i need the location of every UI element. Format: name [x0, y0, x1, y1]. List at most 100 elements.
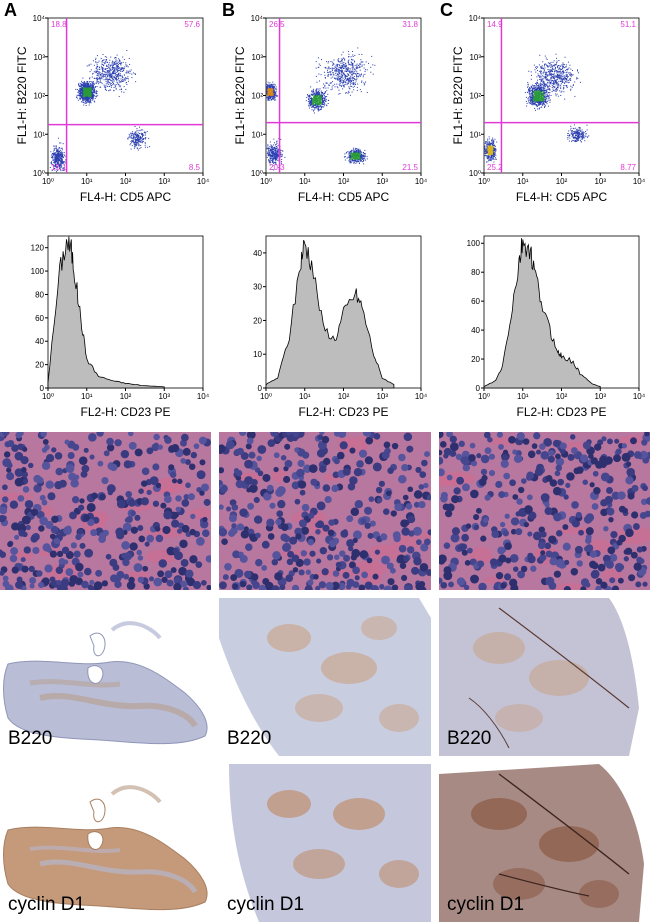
scatter-point [268, 88, 270, 90]
scatter-point [532, 85, 534, 87]
scatter-point [284, 156, 286, 158]
scatter-point [345, 76, 347, 78]
scatter-point [352, 65, 354, 67]
scatter-point [76, 97, 78, 99]
scatter-point [314, 108, 316, 110]
scatter-point [529, 91, 531, 93]
scatter-point [83, 82, 85, 84]
scatter-point [536, 93, 538, 95]
scatter-point [549, 88, 551, 90]
scatter-point [351, 158, 353, 160]
scatter-point [127, 66, 129, 68]
scatter-point [537, 96, 539, 98]
scatter-point [54, 169, 56, 171]
scatter-point [349, 71, 351, 73]
scatter-point [529, 93, 531, 95]
scatter-point [85, 82, 87, 84]
scatter-point [86, 93, 88, 95]
scatter-point [266, 88, 268, 90]
scatter-point [59, 158, 61, 160]
scatter-point [321, 106, 323, 108]
scatter-point [82, 94, 84, 96]
scatter-point [319, 103, 321, 105]
scatter-point [346, 152, 348, 154]
scatter-point [546, 90, 548, 92]
scatter-point [87, 100, 89, 102]
scatter-point [101, 76, 103, 78]
scatter-point [532, 88, 534, 90]
scatter-point [534, 109, 536, 111]
scatter-point [83, 93, 85, 95]
scatter-point [114, 62, 116, 64]
scatter-point [324, 100, 326, 102]
scatter-point [51, 156, 53, 158]
y-tick-label: 10² [251, 92, 263, 101]
scatter-point [93, 89, 95, 91]
scatter-point [353, 89, 355, 91]
scatter-point [80, 88, 82, 90]
scatter-point [535, 100, 537, 102]
scatter-point [96, 79, 98, 81]
scatter-point [540, 106, 542, 108]
scatter-point [60, 164, 62, 166]
scatter-point [322, 97, 324, 99]
scatter-point [351, 64, 353, 66]
scatter-point [338, 75, 340, 77]
scatter-point [273, 96, 275, 98]
scatter-point [272, 90, 274, 92]
scatter-point [535, 91, 537, 93]
scatter-point [88, 101, 90, 103]
scatter-point [543, 103, 545, 105]
scatter-point [117, 69, 119, 71]
scatter-point [357, 151, 359, 153]
scatter-point [91, 84, 93, 86]
scatter-point [62, 155, 64, 157]
scatter-point [118, 72, 120, 74]
scatter-point [92, 91, 94, 93]
scatter-point [102, 59, 104, 61]
scatter-point [540, 100, 542, 102]
scatter-point [536, 104, 538, 106]
scatter-point [105, 85, 107, 87]
scatter-point [59, 160, 61, 162]
scatter-point [326, 60, 328, 62]
scatter-point [484, 151, 486, 153]
scatter-point [320, 95, 322, 97]
scatter-point [82, 88, 84, 90]
scatter-point [549, 92, 551, 94]
scatter-point [53, 154, 55, 156]
scatter-point [86, 100, 88, 102]
scatter-point [538, 83, 540, 85]
scatter-point [325, 67, 327, 69]
scatter-point [316, 95, 318, 97]
scatter-point [119, 89, 121, 91]
scatter-point [324, 77, 326, 79]
scatter-point [137, 140, 139, 142]
scatter-point [543, 100, 545, 102]
scatter-point [326, 96, 328, 98]
scatter-point [535, 94, 537, 96]
scatter-point [275, 156, 277, 158]
scatter-point [105, 65, 107, 67]
scatter-point [363, 154, 365, 156]
scatter-point [341, 58, 343, 60]
scatter-point [350, 75, 352, 77]
scatter-point [58, 150, 60, 152]
scatter-point [495, 157, 497, 159]
scatter-point [50, 156, 52, 158]
scatter-point [314, 96, 316, 98]
scatter-point [539, 94, 541, 96]
scatter-point [345, 67, 347, 69]
scatter-point [276, 159, 278, 161]
scatter-point [56, 149, 58, 151]
scatter-point [57, 164, 59, 166]
scatter-point [351, 63, 353, 65]
scatter-point [98, 75, 100, 77]
scatter-point [93, 94, 95, 96]
scatter-point [542, 94, 544, 96]
scatter-point [363, 153, 365, 155]
scatter-point [323, 92, 325, 94]
scatter-point [538, 89, 540, 91]
scatter-point [272, 89, 274, 91]
scatter-point [314, 98, 316, 100]
